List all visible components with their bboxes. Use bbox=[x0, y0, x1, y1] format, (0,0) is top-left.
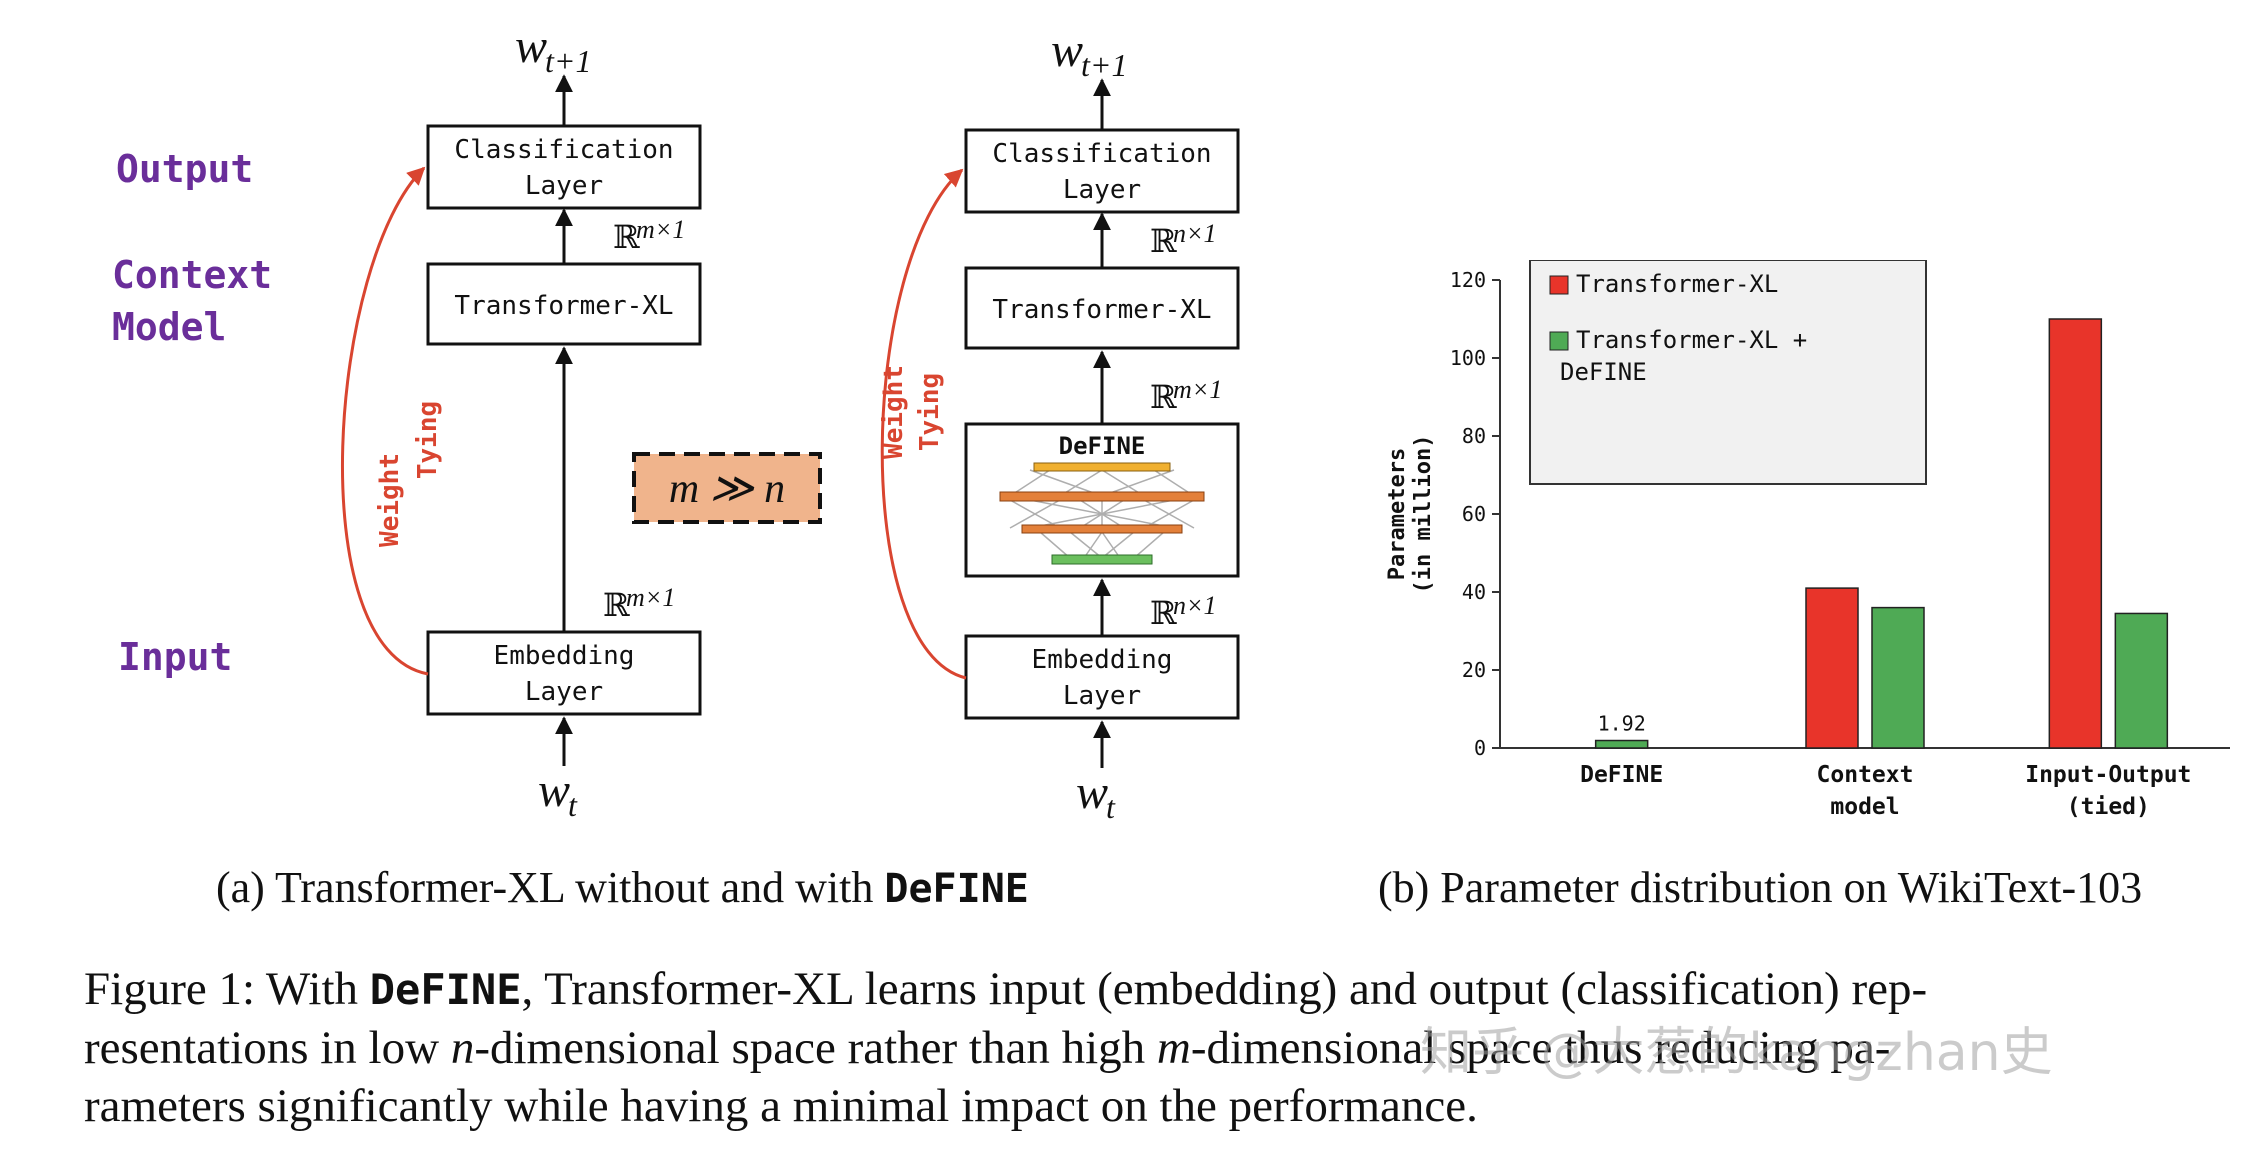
right-embedding-line2: Layer bbox=[1063, 681, 1141, 711]
left-stack: w t+1 Classification Layer ℝ m×1 Transfo… bbox=[340, 20, 702, 823]
right-classification-line1: Classification bbox=[992, 139, 1211, 169]
right-dim-bottom-R: ℝ bbox=[1150, 594, 1177, 632]
y-tick-label: 80 bbox=[1462, 424, 1486, 448]
right-input-token: w bbox=[1076, 766, 1108, 819]
legend-label: Transformer-XL + bbox=[1576, 326, 1807, 354]
caption-part2a: resentations in low bbox=[84, 1022, 451, 1074]
define-network-graphic bbox=[999, 462, 1205, 565]
y-tick-label: 100 bbox=[1450, 346, 1486, 370]
left-dim-top-R: ℝ bbox=[613, 218, 640, 256]
caption-m: m bbox=[1156, 1022, 1191, 1074]
right-dim-bottom: n×1 bbox=[1173, 591, 1217, 620]
figure-caption-line3: rameters significantly while having a mi… bbox=[84, 1080, 1478, 1132]
left-classification-box bbox=[426, 124, 702, 210]
left-output-token-sub: t+1 bbox=[545, 43, 591, 79]
bar-transformer-xl bbox=[2048, 318, 2103, 749]
left-classification-line1: Classification bbox=[454, 135, 673, 165]
m-much-greater-n-text: m ≫ n bbox=[669, 466, 785, 512]
y-axis-label: (in million) bbox=[1411, 435, 1436, 594]
right-dim-top-R: ℝ bbox=[1150, 222, 1177, 260]
right-classification-line2: Layer bbox=[1063, 175, 1141, 205]
legend-swatch bbox=[1549, 331, 1569, 351]
right-weight-tying-line1: Weight bbox=[879, 365, 909, 459]
left-weight-tying-line1: Weight bbox=[375, 453, 405, 547]
left-embedding-line1: Embedding bbox=[494, 641, 635, 671]
right-stack: w t+1 Classification Layer ℝ n×1 Transfo… bbox=[879, 24, 1240, 825]
caption-part1: , Transformer-XL learns input (embedding… bbox=[521, 963, 1928, 1015]
right-output-token: w bbox=[1051, 24, 1083, 77]
left-embedding-box bbox=[426, 630, 702, 716]
legend-label: DeFINE bbox=[1560, 358, 1647, 386]
right-embedding-box bbox=[964, 634, 1240, 720]
bar-transformer-xl bbox=[1805, 587, 1859, 749]
caption-a-bold: DeFINE bbox=[884, 866, 1029, 912]
legend-swatch bbox=[1549, 275, 1569, 295]
right-transformer-box bbox=[964, 266, 1240, 350]
bar-transformer-xl-define bbox=[1871, 606, 1925, 749]
watermark-text: 知乎 @大葱的kangzhan史 bbox=[1420, 1023, 2053, 1083]
panel-a-diagram: Output Context Model Input w t+1 Classif… bbox=[112, 20, 1240, 825]
x-tick-label: DeFINE bbox=[1580, 762, 1663, 788]
y-tick-label: 0 bbox=[1474, 736, 1486, 760]
x-tick-label: Context bbox=[1817, 762, 1914, 788]
figure-caption-line2: resentations in low n-dimensional space … bbox=[84, 1019, 2234, 1077]
side-label-input: Input bbox=[118, 635, 232, 679]
chart-axes: 0 20 40 60 80 100 120 Parameters (in million) DeF… bbox=[1385, 268, 2230, 820]
y-axis-label: Parameters bbox=[1385, 448, 1410, 580]
left-weight-tying-arrow bbox=[340, 166, 429, 676]
x-tick-label: Input-Output bbox=[2025, 762, 2191, 788]
side-label-model: Model bbox=[112, 305, 226, 349]
legend-box bbox=[1529, 260, 1927, 485]
caption-a: (a) Transformer-XL without and with DeFI… bbox=[216, 862, 1029, 913]
y-tick-label: 40 bbox=[1462, 580, 1486, 604]
left-dim-top: m×1 bbox=[636, 215, 685, 244]
caption-part2b: -dimensional space rather than high bbox=[474, 1022, 1157, 1074]
left-weight-tying-line2: Tying bbox=[413, 401, 443, 479]
caption-prefix: Figure 1: With bbox=[84, 963, 370, 1015]
caption-bold-define: DeFINE bbox=[369, 965, 522, 1014]
right-dim-mid-R: ℝ bbox=[1150, 378, 1177, 416]
figure-caption-line1: Figure 1: With DeFINE, Transformer-XL le… bbox=[84, 960, 2234, 1019]
right-weight-tying-line2: Tying bbox=[915, 373, 945, 451]
right-transformer-label: Transformer-XL bbox=[992, 295, 1211, 325]
caption-part2c: -dimensional space thus reducing pa- bbox=[1190, 1022, 1891, 1074]
left-dim-bottom: m×1 bbox=[626, 583, 675, 612]
bar-transformer-xl-define bbox=[1594, 739, 1649, 749]
caption-n: n bbox=[450, 1022, 475, 1074]
right-weight-tying-arrow bbox=[880, 168, 967, 680]
y-tick-label: 120 bbox=[1450, 268, 1486, 292]
y-tick-label: 60 bbox=[1462, 502, 1486, 526]
caption-a-text: (a) Transformer-XL without and with bbox=[216, 863, 885, 912]
right-embedding-line1: Embedding bbox=[1032, 645, 1173, 675]
left-input-token-sub: t bbox=[568, 787, 578, 823]
chart-bars: 1.92 bbox=[1594, 318, 2169, 749]
right-dim-top: n×1 bbox=[1173, 219, 1217, 248]
x-tick-label: (tied) bbox=[2067, 794, 2150, 820]
x-tick-label: model bbox=[1830, 794, 1899, 820]
parameter-bar-chart: 0 20 40 60 80 100 120 Parameters (in million) DeF… bbox=[1385, 260, 2230, 820]
right-input-token-sub: t bbox=[1106, 789, 1116, 825]
y-tick-label: 20 bbox=[1462, 658, 1486, 682]
side-label-output: Output bbox=[116, 147, 253, 191]
data-label: 1.92 bbox=[1598, 712, 1646, 736]
right-output-token-sub: t+1 bbox=[1081, 47, 1127, 83]
left-input-token: w bbox=[538, 764, 570, 817]
left-dim-bottom-R: ℝ bbox=[603, 586, 630, 624]
bar-transformer-xl-define bbox=[2114, 612, 2169, 749]
left-output-token: w bbox=[515, 20, 547, 73]
figure-caption: Figure 1: With DeFINE, Transformer-XL le… bbox=[84, 960, 2234, 1135]
left-transformer-label: Transformer-XL bbox=[454, 291, 673, 321]
left-embedding-line2: Layer bbox=[525, 677, 603, 707]
left-transformer-box bbox=[426, 262, 702, 346]
right-define-label: DeFINE bbox=[1059, 432, 1146, 460]
caption-b: (b) Parameter distribution on WikiText-1… bbox=[1378, 863, 2143, 912]
right-classification-box bbox=[964, 128, 1240, 214]
chart-legend: Transformer-XL Transformer-XL + DeFINE bbox=[1529, 260, 1927, 485]
m-much-greater-n-badge bbox=[632, 452, 822, 524]
legend-label: Transformer-XL bbox=[1576, 270, 1778, 298]
side-label-context: Context bbox=[112, 253, 272, 297]
left-classification-line2: Layer bbox=[525, 171, 603, 201]
right-dim-mid: m×1 bbox=[1173, 375, 1222, 404]
